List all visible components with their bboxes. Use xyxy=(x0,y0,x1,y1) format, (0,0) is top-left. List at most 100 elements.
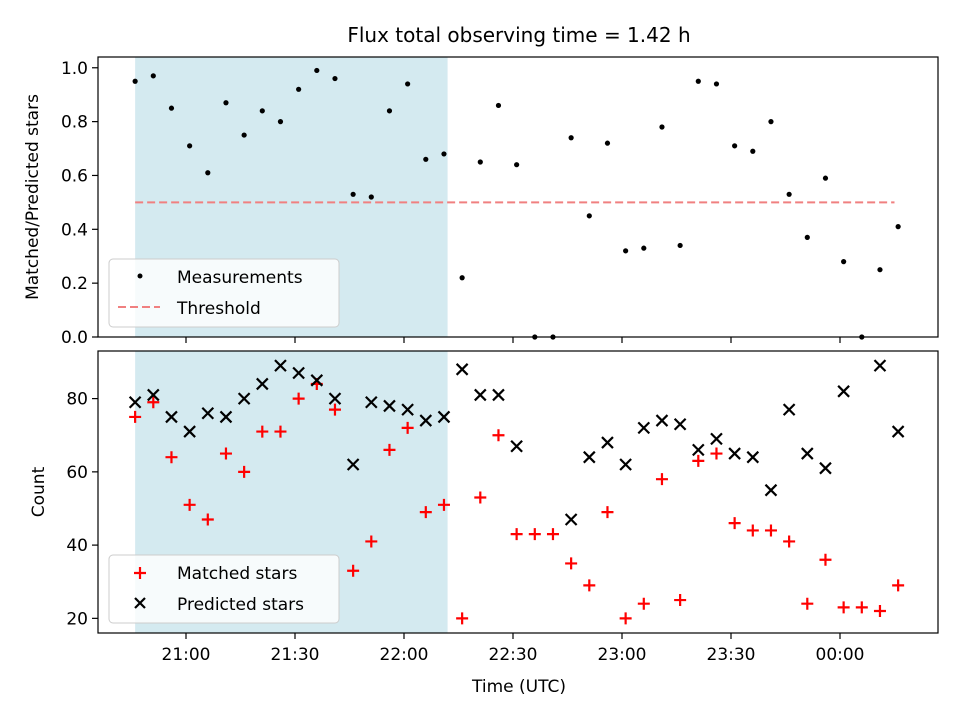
predicted-star-point xyxy=(183,425,196,438)
bottom-y-axis-label: Count xyxy=(29,466,49,517)
matched-star-points xyxy=(129,377,905,625)
predicted-star-point xyxy=(383,399,396,413)
legend-measurements-marker xyxy=(137,273,143,279)
predicted-star-point xyxy=(492,388,505,402)
predicted-star-point xyxy=(637,421,651,435)
x-tick-label: 22:00 xyxy=(380,645,429,665)
matched-star-point xyxy=(637,597,650,610)
matched-star-point xyxy=(474,491,487,504)
predicted-star-point xyxy=(728,447,741,460)
matched-star-point xyxy=(619,612,632,625)
chart-title: Flux total observing time = 1.42 h xyxy=(347,23,690,47)
predicted-star-point xyxy=(619,458,632,471)
predicted-star-point xyxy=(256,377,269,391)
bottom-y-tick-label: 40 xyxy=(66,536,88,556)
top-y-tick-label: 0.8 xyxy=(61,113,88,133)
predicted-star-point xyxy=(673,417,687,431)
measurement-point xyxy=(750,148,756,154)
matched-star-point xyxy=(837,601,850,614)
matched-star-point xyxy=(546,528,559,541)
top-axes-frame xyxy=(97,56,939,338)
predicted-star-point xyxy=(128,395,142,409)
matched-star-point xyxy=(292,392,305,405)
matched-star-point xyxy=(419,506,432,519)
predicted-star-point xyxy=(419,414,433,427)
matched-star-point xyxy=(347,564,360,577)
matched-star-point xyxy=(456,612,469,625)
matched-star-point xyxy=(692,454,705,467)
matched-star-point xyxy=(764,524,777,537)
measurement-point xyxy=(623,248,629,254)
matched-star-point xyxy=(219,447,232,460)
measurement-point xyxy=(695,78,701,84)
matched-star-point xyxy=(710,447,723,460)
x-tick-label: 23:30 xyxy=(707,645,756,665)
measurement-point xyxy=(459,275,465,281)
measurement-point xyxy=(332,75,338,82)
measurement-point xyxy=(514,162,520,168)
top-legend: Measurements Threshold xyxy=(108,258,340,328)
matched-star-point xyxy=(783,535,796,548)
matched-star-point xyxy=(746,524,759,537)
predicted-star-point xyxy=(819,461,832,475)
predicted-star-point xyxy=(346,458,360,471)
matched-star-point xyxy=(256,425,269,438)
x-tick-label: 21:00 xyxy=(162,645,211,665)
measurement-point xyxy=(786,191,792,197)
bottom-y-tick-label: 80 xyxy=(66,390,88,410)
predicted-star-point xyxy=(873,359,887,372)
predicted-star-point xyxy=(474,388,487,402)
measurement-point xyxy=(150,73,156,79)
measurement-point xyxy=(259,108,265,114)
measurement-point xyxy=(822,175,829,181)
x-tick-label: 00:00 xyxy=(816,645,865,665)
measurement-point xyxy=(423,156,429,162)
predicted-star-point xyxy=(274,359,287,372)
matched-star-point xyxy=(165,451,178,464)
bottom-y-tick-label: 60 xyxy=(66,463,88,483)
top-y-tick-label: 0.2 xyxy=(61,274,88,294)
measurement-point xyxy=(804,234,810,240)
matched-star-point xyxy=(855,601,868,614)
top-y-tick-label: 0.4 xyxy=(61,220,88,240)
measurement-point xyxy=(477,159,483,165)
measurement-point xyxy=(350,191,356,197)
measurement-point xyxy=(659,124,665,130)
legend-threshold-label: Threshold xyxy=(176,299,261,319)
matched-star-point xyxy=(510,528,523,541)
matched-star-point xyxy=(819,553,832,566)
matched-star-point xyxy=(328,403,341,416)
bottom-legend: Matched stars Predicted stars xyxy=(108,554,340,624)
measurement-point xyxy=(296,86,302,92)
matched-star-point xyxy=(583,579,596,592)
measurement-point xyxy=(604,140,611,146)
measurement-point xyxy=(205,170,211,176)
predicted-star-point xyxy=(692,443,705,457)
matched-star-point xyxy=(601,506,614,519)
predicted-star-point xyxy=(891,425,905,438)
measurement-point xyxy=(713,81,720,87)
top-y-ticks: 0.0 0.2 0.4 0.6 0.8 1.0 xyxy=(61,59,98,348)
predicted-star-point xyxy=(564,513,578,526)
top-panel: 0.0 0.2 0.4 0.6 0.8 1.0 Matched/Predicted sta… xyxy=(23,56,939,348)
predicted-star-point xyxy=(437,410,451,424)
bottom-y-ticks: 20 40 60 80 xyxy=(66,390,98,629)
predicted-star-point xyxy=(801,447,814,460)
matched-star-point xyxy=(655,473,668,486)
measurement-point xyxy=(768,119,774,125)
matched-star-point xyxy=(383,443,396,456)
matched-star-point xyxy=(274,425,287,438)
bottom-x-ticks: 21:00 21:30 22:00 22:30 23:00 23:30 00:00 xyxy=(162,633,865,665)
predicted-star-point xyxy=(746,450,760,464)
bottom-axes-frame xyxy=(97,350,939,634)
predicted-star-point xyxy=(510,439,523,453)
predicted-star-point xyxy=(455,363,469,376)
predicted-star-point xyxy=(401,403,414,416)
x-tick-label: 23:00 xyxy=(598,645,647,665)
predicted-star-points xyxy=(128,359,905,526)
legend-measurements-label: Measurements xyxy=(177,268,303,288)
measurement-point xyxy=(223,100,229,106)
matched-star-point xyxy=(129,410,142,423)
measurement-point xyxy=(568,135,574,141)
predicted-star-point xyxy=(292,366,305,380)
